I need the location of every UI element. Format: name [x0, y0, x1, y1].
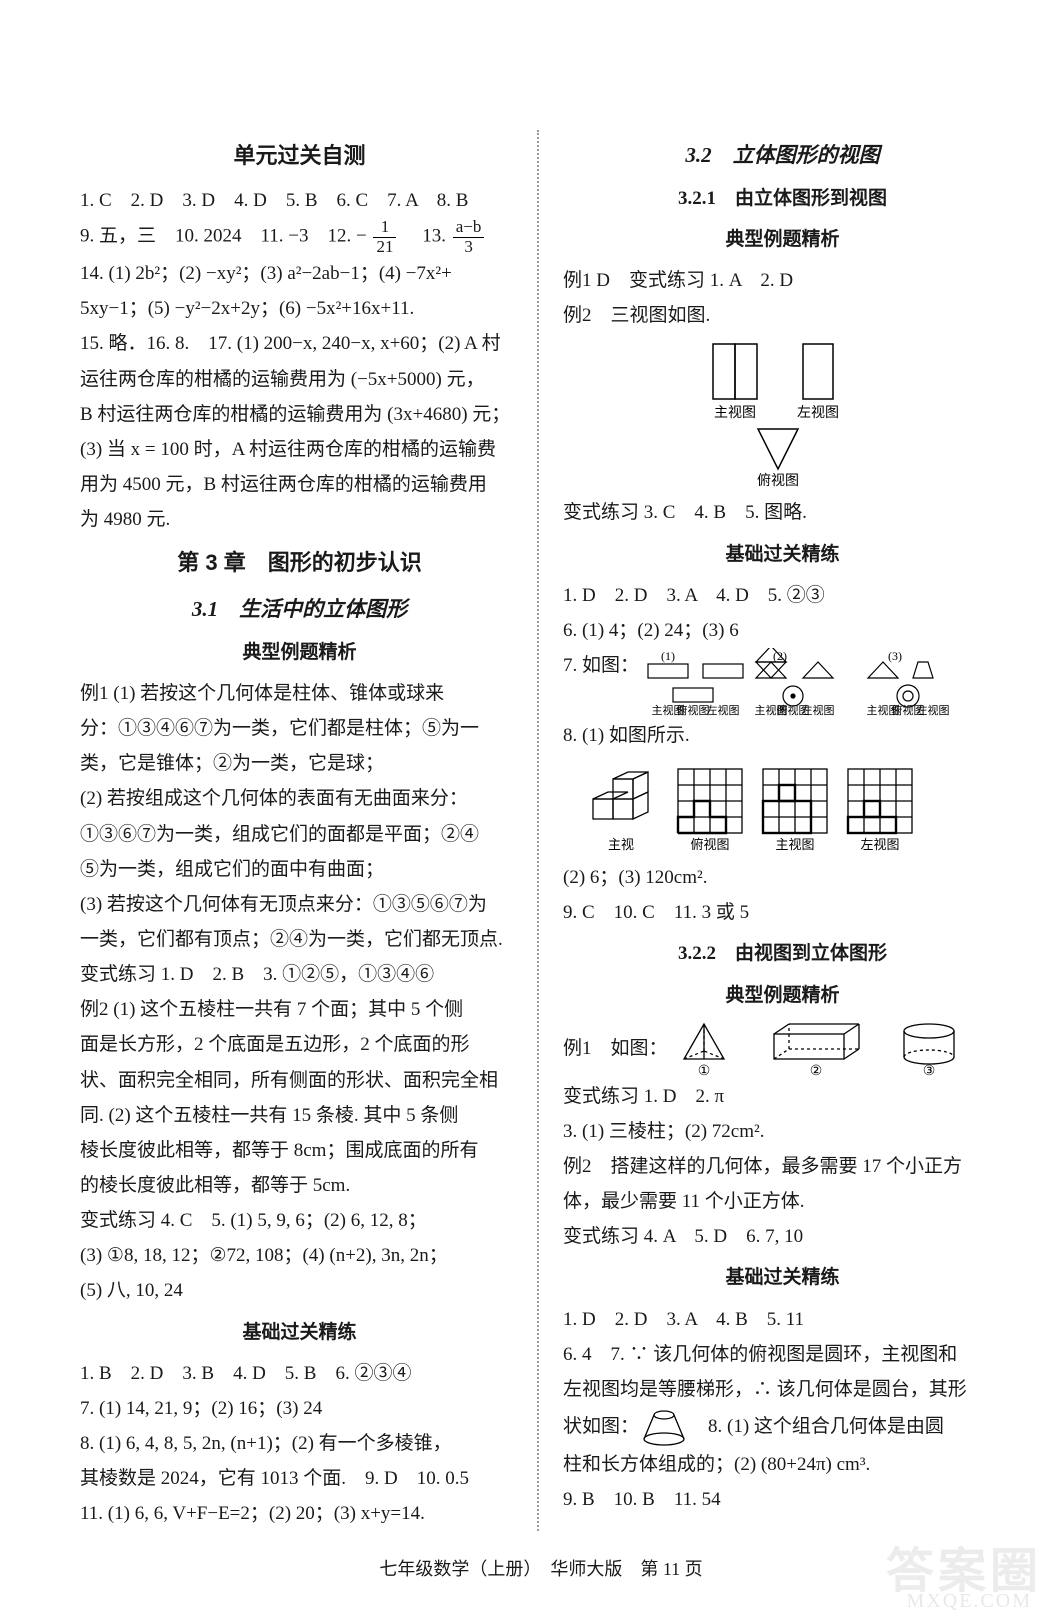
- text-line: 3. (1) 三棱柱；(2) 72cm².: [563, 1114, 1002, 1149]
- sub-heading: 基础过关精练: [80, 1315, 519, 1350]
- sub-heading: 典型例题精析: [80, 635, 519, 670]
- text-line: (2) 若按组成这个几何体的表面有无曲面来分：: [80, 781, 519, 816]
- sub-heading: 典型例题精析: [563, 978, 1002, 1013]
- text-line: 变式练习 4. C 5. (1) 5, 9, 6；(2) 6, 12, 8；: [80, 1203, 519, 1238]
- solids-figure: ① ② ③: [674, 1019, 974, 1079]
- text-line: (3) ①8, 18, 12；②72, 108；(4) (n+2), 3n, 2…: [80, 1238, 519, 1273]
- text-line: 为 4980 元.: [80, 502, 519, 537]
- svg-text:左视图: 左视图: [797, 405, 839, 421]
- text-line: 分：①③④⑥⑦为一类，它们都是柱体；⑤为一: [80, 711, 519, 746]
- text-line: 例1 D 变式练习 1. A 2. D: [563, 263, 1002, 298]
- text-line: 8. (1) 6, 4, 8, 5, 2n, (n+1)；(2) 有一个多棱锥，: [80, 1426, 519, 1461]
- svg-text:主视: 主视: [607, 837, 633, 852]
- text-line: 的棱长度彼此相等，都等于 5cm.: [80, 1168, 519, 1203]
- text-line: 15. 略．16. 8. 17. (1) 200−x, 240−x, x+60；…: [80, 326, 519, 361]
- sub-heading: 基础过关精练: [563, 537, 1002, 572]
- section-heading: 3.1 生活中的立体图形: [80, 590, 519, 629]
- text-line: 变式练习 1. D 2. B 3. ①②⑤，①③④⑥: [80, 957, 519, 992]
- svg-text:①: ①: [697, 1064, 710, 1079]
- sub-watermark: MXQE.COM: [907, 1590, 1032, 1613]
- text-line: 1. D 2. D 3. A 4. D 5. ②③: [563, 578, 1002, 613]
- q7-views-figure: (1) (2) (3): [643, 648, 973, 718]
- text-line: 状、面积完全相同，所有侧面的形状、面积完全相: [80, 1063, 519, 1098]
- three-view-figure: 主视图 左视图 俯视图: [673, 339, 893, 489]
- text-line: 棱长度彼此相等，都等于 8cm；围成底面的所有: [80, 1133, 519, 1168]
- text-line: 左视图均是等腰梯形，∴ 该几何体是圆台，其形: [563, 1372, 1002, 1407]
- text-line: 其棱数是 2024，它有 1013 个面. 9. D 10. 0.5: [80, 1461, 519, 1496]
- text-line: 例2 搭建这样的几何体，最多需要 17 个小正方: [563, 1149, 1002, 1184]
- subsection-heading: 3.2.2 由视图到立体图形: [563, 936, 1002, 971]
- svg-text:俯视图: 俯视图: [777, 703, 810, 717]
- chapter-heading: 第 3 章 图形的初步认识: [80, 543, 519, 584]
- text-line: 1. C 2. D 3. D 4. D 5. B 6. C 7. A 8. B: [80, 183, 519, 218]
- svg-text:左视图: 左视图: [707, 703, 740, 717]
- text-line: 例1 (1) 若按这个几何体是柱体、锥体或球来: [80, 676, 519, 711]
- subsection-heading: 3.2.1 由立体图形到视图: [563, 181, 1002, 216]
- text-line: 例2 (1) 这个五棱柱一共有 7 个面；其中 5 个侧: [80, 992, 519, 1027]
- text-line: 9. C 10. C 11. 3 或 5: [563, 895, 1002, 930]
- text-line: 6. (1) 4；(2) 24；(3) 6: [563, 613, 1002, 648]
- text-line: 面是长方形，2 个底面是五边形，2 个底面的形: [80, 1027, 519, 1062]
- q7-row: 7. 如图： (1) (2) (3): [563, 648, 1002, 718]
- fraction: a−b 3: [453, 218, 485, 256]
- unit-test-heading: 单元过关自测: [80, 136, 519, 177]
- text-line: 一类，它们都有顶点；②④为一类，它们都无顶点.: [80, 922, 519, 957]
- text-line: 1. B 2. D 3. B 4. D 5. B 6. ②③④: [80, 1356, 519, 1391]
- svg-text:主视图: 主视图: [714, 405, 756, 421]
- text-line: 9. B 10. B 11. 54: [563, 1482, 1002, 1517]
- svg-text:(3): (3): [888, 649, 902, 663]
- text-line: 9. 五，三 10. 2024 11. −3 12. − 1 21 13. a−…: [80, 218, 519, 256]
- sub-heading: 基础过关精练: [563, 1260, 1002, 1295]
- text-line: ⑤为一类，组成它们的面中有曲面；: [80, 852, 519, 887]
- svg-text:②: ②: [809, 1064, 822, 1079]
- svg-text:俯视图: 俯视图: [690, 837, 729, 852]
- text-line: 变式练习 3. C 4. B 5. 图略.: [563, 495, 1002, 530]
- text-line: 8. (1) 如图所示.: [563, 718, 1002, 753]
- text-line: (5) 八, 10, 24: [80, 1273, 519, 1308]
- text-line: ①③⑥⑦为一类，组成它们的面都是平面；②④: [80, 817, 519, 852]
- text-line: 体，最少需要 11 个小正方体.: [563, 1184, 1002, 1219]
- svg-text:俯视图: 俯视图: [677, 703, 710, 717]
- fraction: 1 21: [373, 218, 396, 256]
- frustum-row: 状如图： 8. (1) 这个组合几何体是由圆: [563, 1407, 1002, 1447]
- page: 单元过关自测 1. C 2. D 3. D 4. D 5. B 6. C 7. …: [0, 0, 1062, 1621]
- text-line: 6. 4 7. ∵ 该几何体的俯视图是圆环，主视图和: [563, 1337, 1002, 1372]
- text-line: 14. (1) 2b²；(2) −xy²；(3) a²−2ab−1；(4) −7…: [80, 256, 519, 291]
- svg-text:左视图: 左视图: [860, 837, 899, 852]
- text-line: 变式练习 4. A 5. D 6. 7, 10: [563, 1219, 1002, 1254]
- svg-text:③: ③: [922, 1064, 935, 1079]
- text-line: 变式练习 1. D 2. π: [563, 1079, 1002, 1114]
- text-line: 同. (2) 这个五棱柱一共有 15 条棱. 其中 5 条侧: [80, 1098, 519, 1133]
- text-line: 7. (1) 14, 21, 9；(2) 16；(3) 24: [80, 1391, 519, 1426]
- text-line: 11. (1) 6, 6, V+F−E=2；(2) 20；(3) x+y=14.: [80, 1496, 519, 1531]
- svg-text:(1): (1): [661, 649, 675, 663]
- text-line: 柱和长方体组成的；(2) (80+24π) cm³.: [563, 1447, 1002, 1482]
- sub-heading: 典型例题精析: [563, 222, 1002, 257]
- text-line: 用为 4500 元，B 村运往两仓库的柑橘的运输费用: [80, 467, 519, 502]
- text-line: (3) 当 x = 100 时，A 村运往两仓库的柑橘的运输费: [80, 432, 519, 467]
- right-column: 3.2 立体图形的视图 3.2.1 由立体图形到视图 典型例题精析 例1 D 变…: [563, 130, 1002, 1531]
- example1-row: 例1 如图：: [563, 1019, 1002, 1079]
- frustum-icon: [639, 1407, 689, 1447]
- text-line: 例2 三视图如图.: [563, 298, 1002, 333]
- section-heading: 3.2 立体图形的视图: [563, 136, 1002, 175]
- svg-text:俯视图: 俯视图: [892, 703, 925, 717]
- svg-text:俯视图: 俯视图: [757, 473, 799, 489]
- two-column-layout: 单元过关自测 1. C 2. D 3. D 4. D 5. B 6. C 7. …: [80, 130, 1002, 1531]
- text-line: 运往两仓库的柑橘的运输费用为 (−5x+5000) 元，: [80, 362, 519, 397]
- text-line: 5xy−1；(5) −y²−2x+2y；(6) −5x²+16x+11.: [80, 291, 519, 326]
- left-column: 单元过关自测 1. C 2. D 3. D 4. D 5. B 6. C 7. …: [80, 130, 539, 1531]
- text-line: (3) 若按这个几何体有无顶点来分：①③⑤⑥⑦为: [80, 887, 519, 922]
- text-line: 1. D 2. D 3. A 4. B 5. 11: [563, 1302, 1002, 1337]
- text-line: B 村运往两仓库的柑橘的运输费用为 (3x+4680) 元；: [80, 397, 519, 432]
- text-line: (2) 6；(3) 120cm².: [563, 860, 1002, 895]
- q8-views-figure: 主视 俯视图 主视图 左视图: [583, 759, 983, 854]
- svg-text:主视图: 主视图: [775, 837, 814, 852]
- page-footer: 七年级数学（上册） 华师大版 第 11 页: [80, 1555, 1002, 1581]
- text-line: 类，它是锥体；②为一类，它是球；: [80, 746, 519, 781]
